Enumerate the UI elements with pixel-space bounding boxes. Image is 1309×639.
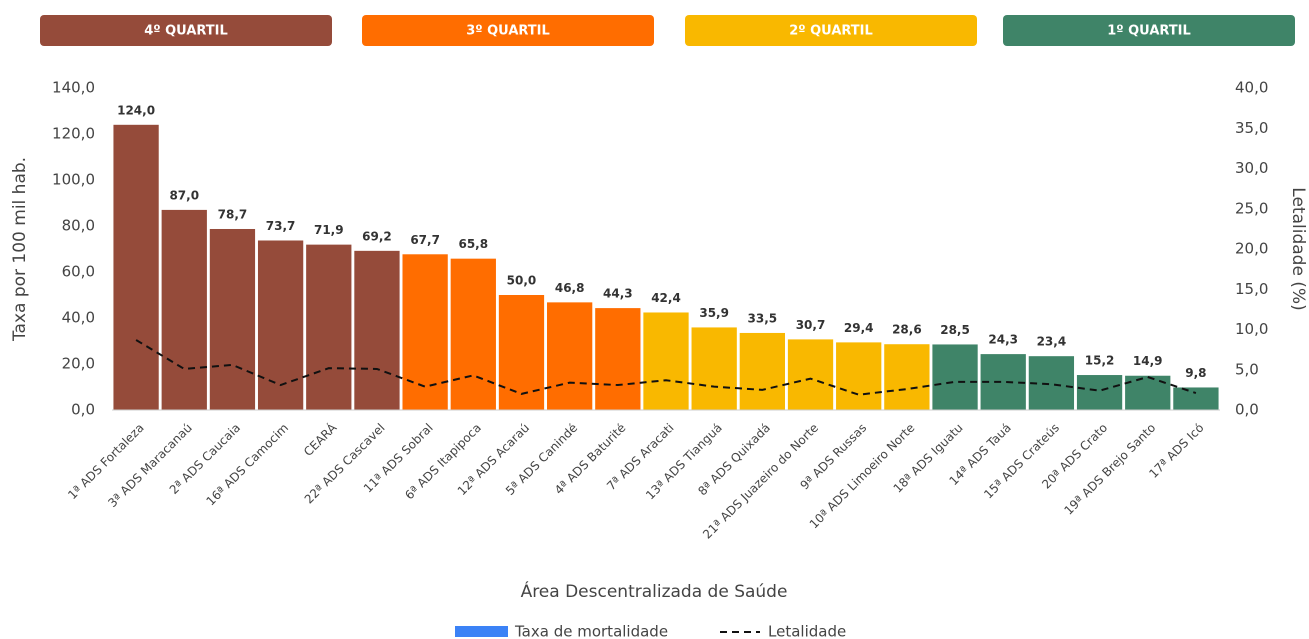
value-label: 14,9 (1133, 354, 1163, 368)
y2-tick-label: 35,0 (1235, 119, 1268, 137)
value-label: 28,6 (892, 323, 922, 337)
value-label: 87,0 (169, 188, 199, 202)
legend-swatch (455, 626, 508, 637)
value-label: 50,0 (507, 274, 537, 288)
x-tick-label: 16ª ADS Camocim (204, 421, 292, 509)
x-tick-label: 22ª ADS Cascavel (302, 421, 388, 507)
y-tick-label: 100,0 (52, 171, 95, 189)
y2-tick-label: 10,0 (1235, 320, 1268, 338)
quartile-box (1003, 15, 1295, 46)
value-label: 35,9 (699, 306, 729, 320)
bar (209, 228, 256, 410)
bar (1076, 375, 1123, 410)
quartile-box (362, 15, 654, 46)
value-label: 23,4 (1037, 335, 1067, 349)
value-label: 42,4 (651, 291, 681, 305)
y-tick-label: 60,0 (62, 263, 95, 281)
value-label: 65,8 (458, 237, 488, 251)
y-tick-label: 0,0 (71, 401, 95, 419)
value-label: 9,8 (1185, 366, 1206, 380)
bar (787, 339, 834, 410)
value-label: 69,2 (362, 229, 392, 243)
bar (1173, 387, 1219, 410)
value-label: 33,5 (748, 311, 778, 325)
y2-tick-label: 5,0 (1235, 360, 1259, 378)
y2-axis-title: Letalidade (%) (1288, 187, 1308, 310)
value-label: 24,3 (988, 333, 1018, 347)
line (135, 339, 1197, 396)
legend-label: Taxa de mortalidade (514, 623, 668, 639)
bar (547, 302, 593, 410)
y2-tick-label: 25,0 (1235, 199, 1268, 217)
bar (643, 312, 689, 410)
value-label: 67,7 (410, 233, 440, 247)
bar (691, 327, 737, 410)
value-label: 124,0 (117, 103, 155, 117)
bar (402, 254, 448, 410)
x-tick-label: 3ª ADS Maracanaú (105, 421, 194, 510)
quartile-label: 1º QUARTIL (1107, 24, 1191, 39)
value-label: 44,3 (603, 287, 633, 301)
bar (306, 244, 352, 410)
quartile-label: 4º QUARTIL (144, 24, 228, 39)
y2-tick-label: 40,0 (1235, 79, 1268, 97)
x-axis-title: Área Descentralizada de Saúde (521, 580, 788, 602)
bar (1125, 375, 1171, 410)
value-label: 73,7 (266, 219, 296, 233)
bar (498, 295, 545, 410)
value-label: 30,7 (796, 318, 826, 332)
bar (257, 240, 304, 410)
y-axis-title: Taxa por 100 mil hab. (10, 157, 30, 342)
x-tick-label: CEARÁ (300, 419, 340, 459)
y-tick-label: 120,0 (52, 125, 95, 143)
bar (836, 342, 882, 410)
quartile-label: 3º QUARTIL (466, 24, 550, 39)
bar (884, 344, 930, 410)
y-tick-label: 140,0 (52, 79, 95, 97)
value-label: 78,7 (218, 207, 248, 221)
value-label: 46,8 (555, 281, 585, 295)
y-tick-label: 40,0 (62, 309, 95, 327)
y2-tick-label: 20,0 (1235, 240, 1268, 258)
bar (450, 258, 496, 410)
value-label: 71,9 (314, 223, 344, 237)
quartile-label: 2º QUARTIL (789, 24, 873, 39)
value-label: 29,4 (844, 321, 874, 335)
bar (739, 332, 785, 410)
bar (932, 344, 978, 410)
y-tick-label: 80,0 (62, 217, 95, 235)
quartile-box (40, 15, 332, 46)
y2-tick-label: 0,0 (1235, 401, 1259, 419)
quartile-box (685, 15, 977, 46)
y2-tick-label: 15,0 (1235, 280, 1268, 298)
y-tick-label: 20,0 (62, 355, 95, 373)
value-label: 28,5 (940, 323, 970, 337)
x-tick-label: 19ª ADS Brejo Santo (1061, 421, 1158, 518)
bar (161, 209, 207, 410)
y2-tick-label: 30,0 (1235, 159, 1268, 177)
bar (595, 308, 641, 410)
value-label: 15,2 (1085, 354, 1115, 368)
bar (354, 250, 400, 410)
bar (113, 124, 159, 411)
legend-label: Letalidade (768, 623, 846, 639)
